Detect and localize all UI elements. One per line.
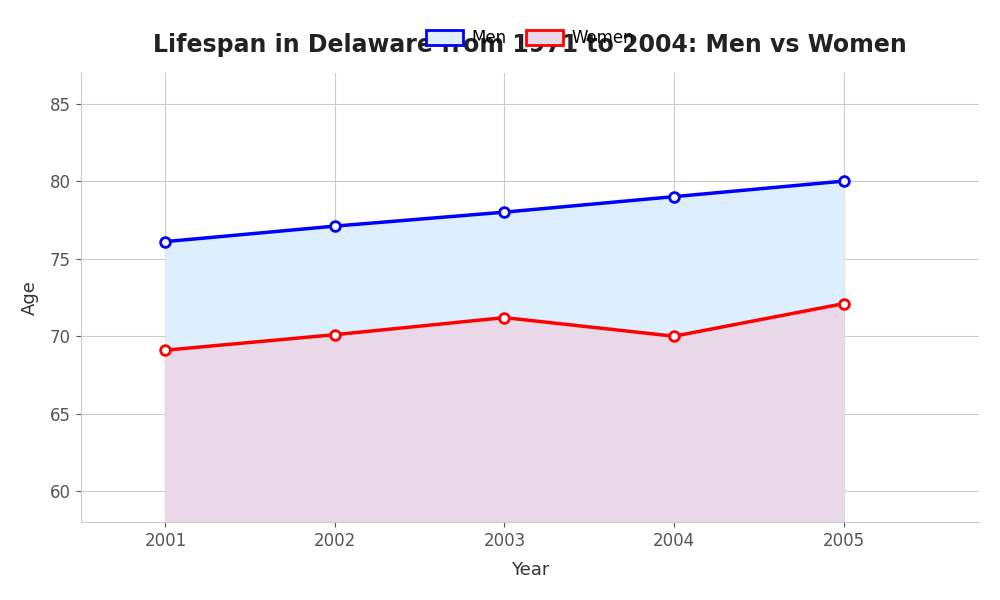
- Legend: Men, Women: Men, Women: [419, 22, 640, 54]
- X-axis label: Year: Year: [511, 561, 549, 579]
- Title: Lifespan in Delaware from 1971 to 2004: Men vs Women: Lifespan in Delaware from 1971 to 2004: …: [153, 33, 907, 57]
- Y-axis label: Age: Age: [21, 280, 39, 315]
